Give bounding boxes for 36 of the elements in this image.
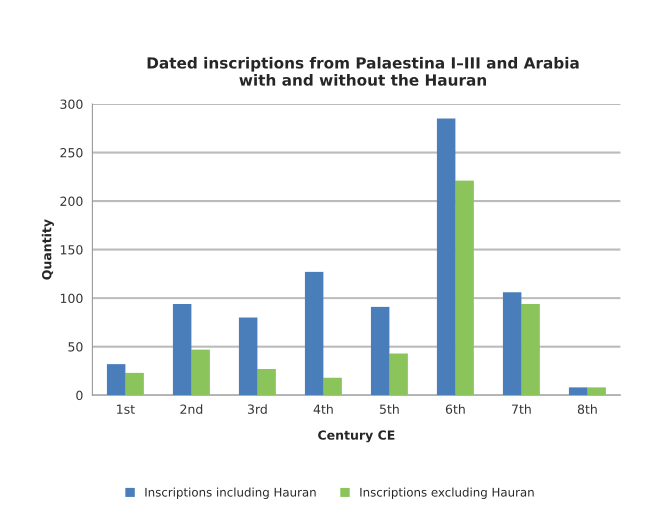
bar <box>257 368 276 396</box>
y-tick-label: 150 <box>60 245 83 255</box>
bar <box>238 318 258 396</box>
x-tick-label: 3rd <box>248 404 267 414</box>
bar <box>125 372 144 396</box>
x-tick-label: 4th <box>314 404 333 414</box>
bar <box>502 292 522 396</box>
y-tick-label: 0 <box>76 390 83 400</box>
x-tick-label: 6th <box>446 404 465 414</box>
x-tick-label: 2nd <box>180 404 202 414</box>
legend-label: Inscriptions including Hauran <box>145 488 316 499</box>
y-tick-label: 50 <box>68 342 83 352</box>
bar <box>436 118 456 396</box>
bar <box>106 364 126 396</box>
y-tick-label: 250 <box>60 148 83 158</box>
chart-title: Dated inscriptions from Palaestina I–III and Arabia with and without the Hauran <box>148 56 579 86</box>
x-axis-title: Century CE <box>318 430 394 442</box>
legend-label: Inscriptions excluding Hauran <box>360 488 534 499</box>
bar <box>172 304 192 396</box>
bar <box>455 180 474 396</box>
y-axis-title: Quantity <box>42 219 54 280</box>
x-tick-label: 7th <box>512 404 531 414</box>
y-tick-label: 100 <box>60 294 83 304</box>
x-tick-label: 8th <box>578 404 597 414</box>
x-tick-label: 5th <box>380 404 399 414</box>
bar <box>521 304 540 396</box>
bar <box>304 272 324 396</box>
y-tick-label: 200 <box>60 196 83 206</box>
x-tick-label: 1st <box>117 404 135 414</box>
bar <box>587 387 606 396</box>
y-tick-label: 300 <box>60 99 83 109</box>
bar <box>389 353 408 396</box>
bar <box>191 350 210 396</box>
bar <box>323 378 342 396</box>
bar <box>370 306 390 396</box>
bar <box>568 387 588 396</box>
